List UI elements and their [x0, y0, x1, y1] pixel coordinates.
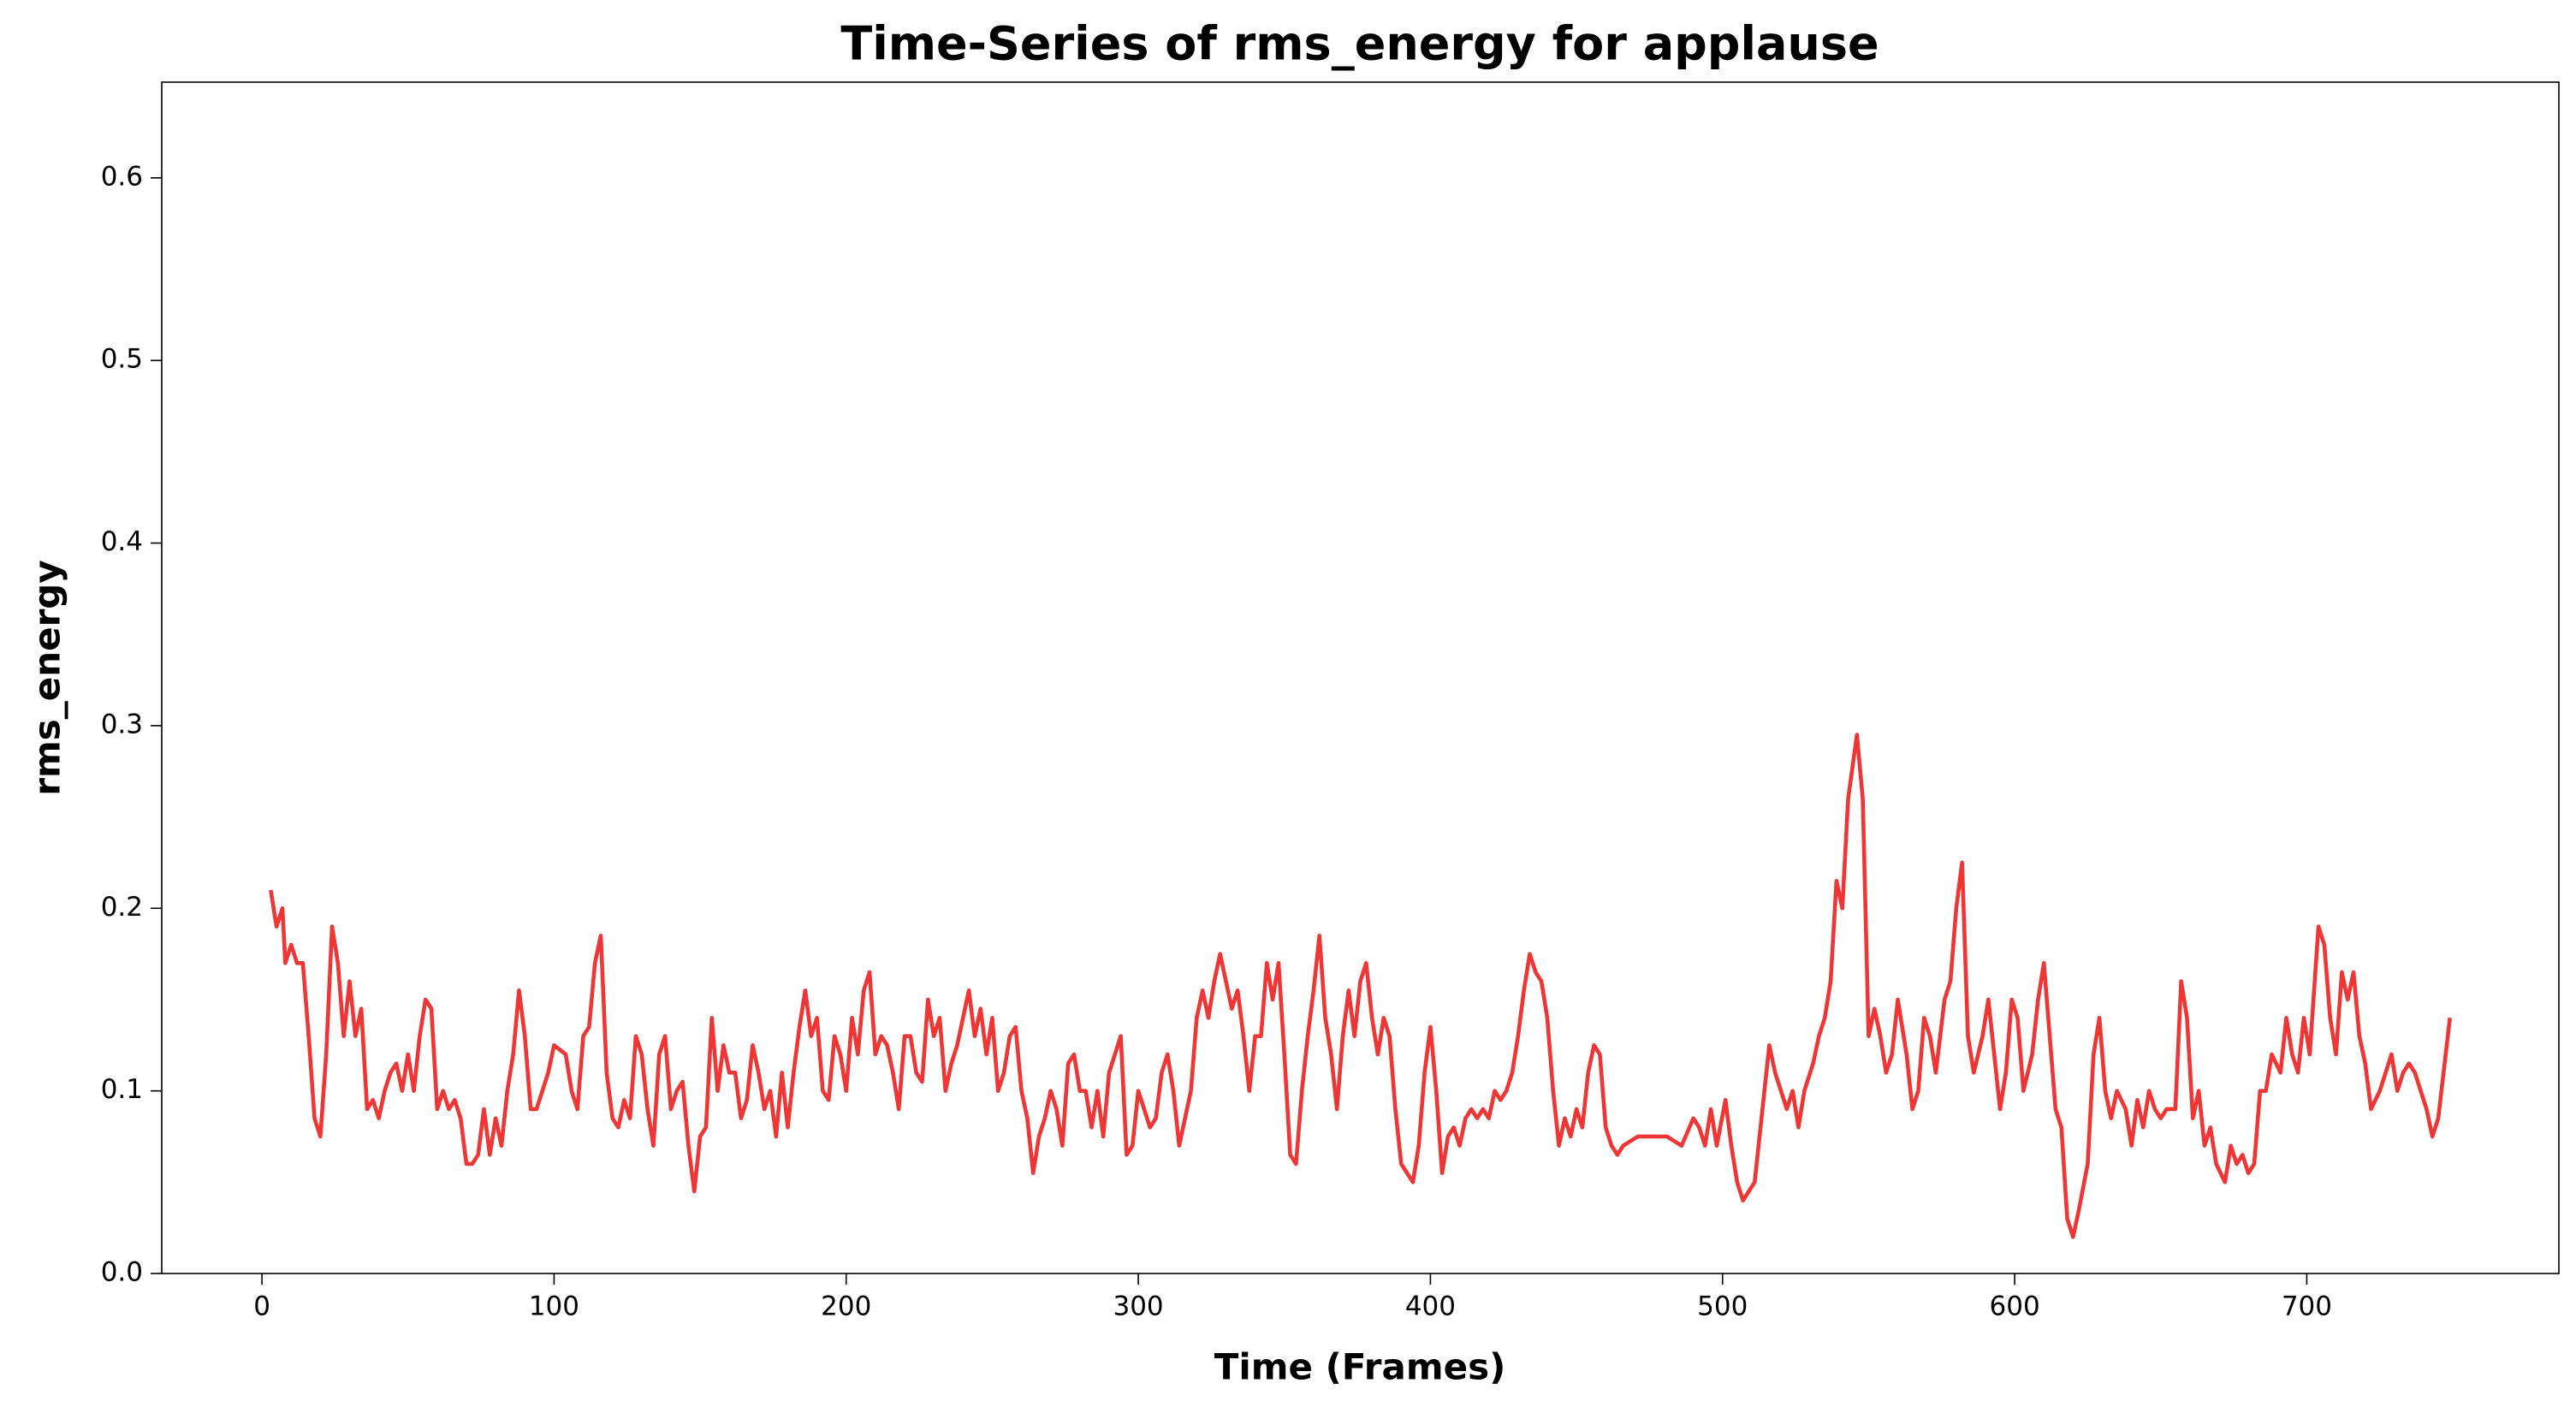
- x-tick-label: 200: [821, 1291, 871, 1322]
- x-tick-label: 100: [529, 1291, 579, 1322]
- data-line: [269, 733, 2452, 1239]
- y-tick-label: 0.1: [101, 1074, 143, 1105]
- y-tick-label: 0.4: [101, 526, 143, 557]
- y-tick-label: 0.3: [101, 709, 143, 739]
- y-tick-label: 0.0: [101, 1257, 143, 1288]
- x-axis-label: Time (Frames): [1214, 1346, 1506, 1388]
- x-tick-label: 400: [1405, 1291, 1456, 1322]
- x-tick-label: 500: [1697, 1291, 1748, 1322]
- x-tick-label: 600: [1990, 1291, 2040, 1322]
- x-tick-label: 300: [1113, 1291, 1163, 1322]
- y-axis-label: rms_energy: [27, 560, 68, 796]
- x-tick-label: 700: [2282, 1291, 2332, 1322]
- chart-title: Time-Series of rms_energy for applause: [840, 17, 1879, 71]
- plot-frame: [161, 81, 2560, 1274]
- y-tick-label: 0.5: [101, 344, 143, 375]
- x-tick-label: 0: [253, 1291, 270, 1322]
- y-tick-label: 0.6: [101, 161, 143, 192]
- y-tick-label: 0.2: [101, 892, 143, 923]
